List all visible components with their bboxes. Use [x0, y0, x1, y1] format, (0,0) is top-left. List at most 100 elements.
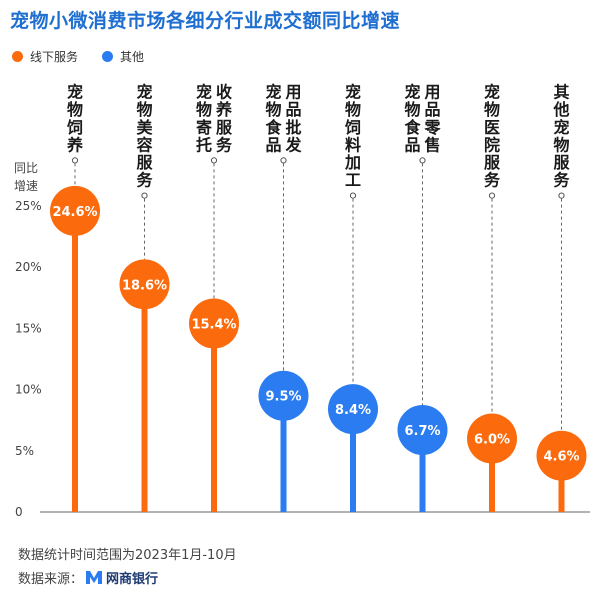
category-marker	[141, 192, 148, 199]
category-label-char: 养	[215, 100, 233, 119]
category-label-char: 加	[344, 153, 361, 172]
bar-stick	[489, 438, 495, 512]
category-label-char: 宠	[404, 83, 420, 102]
category-label-char: 院	[484, 135, 500, 154]
y-tick-label: 5%	[15, 444, 34, 458]
category-label-char: 发	[284, 135, 302, 154]
bar-stick	[419, 429, 426, 512]
category-label-char: 宠	[265, 83, 281, 102]
category-label-char: 零	[423, 118, 441, 137]
legend-item-other: 其他	[102, 48, 144, 65]
category-label-char: 宠	[553, 118, 569, 137]
category-label-char: 医	[484, 118, 500, 137]
category-label-char: 食	[264, 118, 282, 137]
category-label-char: 务	[484, 171, 501, 190]
category-label-char: 服	[484, 153, 501, 172]
bar-stick	[558, 455, 565, 512]
category-label-char: 托	[196, 135, 212, 154]
bar-head	[50, 185, 100, 236]
bar-stick	[141, 284, 148, 512]
category-label-char: 品	[265, 135, 281, 154]
category-marker	[210, 157, 218, 164]
category-label-char: 养	[66, 135, 84, 154]
footnote: 数据统计时间范围为2023年1月-10月	[18, 548, 237, 563]
category-label-char: 物	[67, 100, 83, 119]
legend-swatch-other	[102, 50, 114, 62]
category-label-char: 容	[135, 135, 152, 154]
category-label-char: 服	[216, 118, 233, 137]
category-label-char: 服	[553, 153, 570, 172]
source-label: 数据来源：	[18, 572, 84, 587]
category-label-char: 批	[285, 118, 301, 137]
data-label: 24.6%	[52, 205, 97, 220]
data-label: 8.4%	[335, 403, 371, 418]
category-label-char: 宠	[67, 83, 83, 102]
category-label-char: 寄	[196, 118, 212, 137]
y-axis-title-line-2: 增速	[14, 179, 38, 193]
category-label-char: 物	[484, 100, 500, 119]
category-label-char: 宠	[345, 83, 361, 102]
category-label-char: 收	[216, 83, 232, 102]
y-tick-label: 0	[15, 505, 23, 519]
bar-stick	[72, 210, 78, 512]
legend-swatch-offline	[12, 50, 23, 62]
category-label-char: 他	[552, 100, 569, 119]
category-label-char: 饲	[66, 118, 83, 137]
bar-head	[328, 384, 378, 435]
category-label-char: 务	[136, 171, 153, 190]
category-marker	[349, 192, 357, 199]
category-label-char: 服	[136, 153, 153, 172]
data-label: 15.4%	[191, 318, 236, 333]
bar-head	[467, 413, 517, 464]
category-label-char: 物	[136, 100, 152, 119]
category-label-char: 物	[196, 100, 212, 119]
category-label-char: 品	[404, 135, 420, 154]
data-label: 4.6%	[543, 450, 579, 465]
bar-head	[119, 259, 170, 310]
bar-head	[189, 298, 239, 349]
data-label: 6.7%	[404, 424, 440, 439]
category-label-char: 品	[424, 100, 440, 119]
source-brand: 网商银行	[106, 572, 159, 587]
bar-stick	[350, 409, 356, 512]
category-label-char: 物	[404, 100, 420, 119]
category-label-char: 物	[553, 135, 569, 154]
mybank-logo-icon	[85, 570, 103, 585]
category-label-char: 料	[345, 135, 361, 154]
legend: 线下服务 其他	[12, 46, 168, 66]
category-marker	[280, 157, 287, 164]
bar-head	[258, 370, 309, 421]
category-marker	[558, 192, 565, 199]
category-marker	[419, 157, 426, 164]
data-label: 9.5%	[265, 390, 301, 405]
y-tick-label: 15%	[15, 321, 42, 335]
category-label-char: 售	[424, 135, 440, 154]
chart-title: 宠物小微消费市场各细分行业成交额同比增速	[10, 10, 401, 32]
category-label-char: 用	[285, 83, 301, 102]
source-line: 数据来源： 网商银行	[18, 568, 158, 587]
legend-label-offline: 线下服务	[30, 49, 79, 64]
category-label-char: 宠	[136, 83, 152, 102]
y-axis-title-line-1: 同比	[14, 161, 38, 175]
bar-stick	[211, 323, 217, 512]
bar-head	[397, 404, 448, 455]
bar-head	[536, 430, 587, 481]
category-label-char: 美	[136, 118, 153, 137]
category-label-char: 其	[553, 83, 569, 102]
category-label-char: 宠	[484, 83, 500, 102]
category-label-char: 物	[345, 100, 361, 119]
category-label-char: 用	[424, 83, 440, 102]
category-label-char: 工	[345, 171, 361, 190]
category-marker	[488, 192, 496, 199]
bar-stick	[280, 395, 287, 512]
y-tick-label: 25%	[15, 199, 42, 213]
legend-item-offline: 线下服务	[12, 48, 78, 65]
category-label-char: 务	[216, 135, 233, 154]
y-tick-label: 10%	[15, 383, 42, 397]
data-label: 18.6%	[122, 278, 167, 293]
category-label-char: 食	[403, 118, 421, 137]
category-label-char: 物	[265, 100, 281, 119]
lollipop-chart: 同比增速05%10%15%20%25%宠物饲养24.6%宠物美容服务18.6%宠…	[14, 83, 590, 519]
category-label-char: 品	[285, 100, 301, 119]
y-tick-label: 20%	[15, 260, 42, 274]
